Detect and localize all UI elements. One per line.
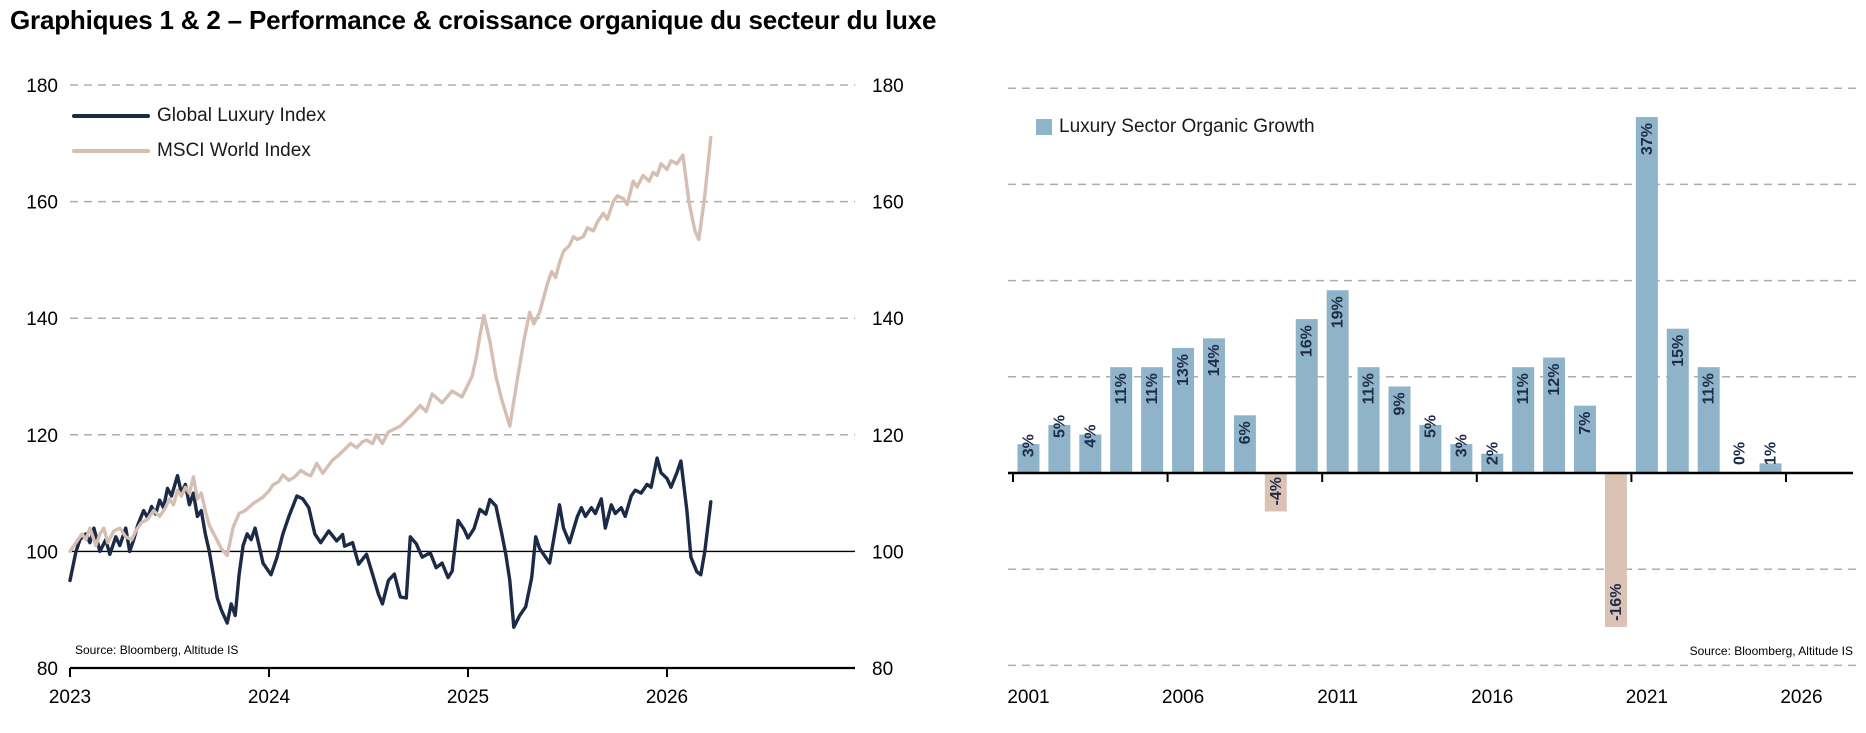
bar-value-label: 11% — [1515, 373, 1532, 404]
bar-value-label: 3% — [1020, 434, 1037, 457]
source-note-left: Source: Bloomberg, Altitude IS — [75, 643, 239, 657]
msci-world-index-line-swatch — [72, 148, 150, 153]
y-axis-label-right: 120 — [872, 426, 904, 447]
x-axis-label: 2001 — [1007, 687, 1049, 708]
page-title: Graphiques 1 & 2 – Performance & croissa… — [10, 5, 937, 35]
bar-value-label: 14% — [1206, 344, 1223, 376]
y-axis-label-left: 180 — [26, 76, 58, 97]
y-axis-label-left: 100 — [26, 542, 58, 563]
x-axis-label: 2023 — [49, 687, 91, 708]
bar-value-label: 11% — [1361, 373, 1378, 404]
y-axis-label-right: 80 — [872, 659, 893, 680]
bar-value-label: 11% — [1144, 373, 1161, 404]
bar-value-label: 15% — [1670, 335, 1687, 367]
x-axis-label: 2026 — [646, 687, 688, 708]
bar — [1759, 463, 1782, 473]
bar-chart-legend: Luxury Sector Organic Growth — [1036, 116, 1315, 138]
bar-value-label: 4% — [1082, 425, 1099, 448]
y-axis-label-left: 160 — [26, 193, 58, 214]
bar — [1141, 367, 1164, 473]
bar — [1079, 434, 1102, 473]
y-axis-label-right: 180 — [872, 76, 904, 97]
global-luxury-index-line-swatch — [72, 113, 150, 118]
x-axis-label: 2025 — [447, 687, 489, 708]
legend-item-global-luxury-index: Global Luxury Index — [72, 98, 326, 133]
y-axis-label-right: 140 — [872, 309, 904, 330]
bar — [1574, 405, 1597, 473]
bar — [1635, 117, 1658, 473]
bar-value-label: 6% — [1237, 421, 1254, 444]
x-axis-label: 2026 — [1780, 687, 1822, 708]
bar — [1357, 367, 1380, 473]
bar-value-label: 11% — [1701, 373, 1718, 404]
bar — [1388, 386, 1411, 473]
bar — [1666, 328, 1689, 473]
bar — [1048, 424, 1071, 473]
bar-value-label: 7% — [1577, 412, 1594, 435]
x-axis-label: 2016 — [1471, 687, 1513, 708]
line-chart-legend: Global Luxury Index MSCI World Index — [72, 98, 326, 168]
bar — [1604, 473, 1627, 627]
bar — [1512, 367, 1535, 473]
bar — [1110, 367, 1133, 473]
x-axis-label: 2024 — [248, 687, 291, 708]
bar — [1419, 424, 1442, 473]
bar — [1697, 367, 1720, 473]
bar — [1017, 444, 1040, 473]
y-axis-label-right: 100 — [872, 542, 904, 563]
x-axis-label: 2021 — [1626, 687, 1668, 708]
bar-value-label: 2% — [1484, 442, 1501, 465]
bar-value-label: 3% — [1453, 434, 1470, 457]
msci-world-index-line — [68, 135, 713, 558]
bar-value-label: 11% — [1113, 373, 1130, 404]
bar-value-label: 5% — [1051, 415, 1068, 438]
x-axis-label: 2006 — [1162, 687, 1204, 708]
x-axis-label: 2011 — [1317, 687, 1358, 708]
legend-label-organic-growth: Luxury Sector Organic Growth — [1059, 116, 1315, 137]
bar-value-label: 37% — [1639, 123, 1656, 155]
bar-value-label: 19% — [1330, 296, 1347, 328]
bar — [1543, 357, 1566, 473]
legend-label-msci-world-index: MSCI World Index — [157, 139, 311, 161]
bar-value-label: 1% — [1763, 442, 1780, 465]
bar-value-label: 16% — [1299, 325, 1316, 357]
bar-value-label: 0% — [1732, 442, 1749, 465]
bar — [1202, 338, 1225, 473]
bar — [1326, 290, 1349, 473]
bar-value-label: 5% — [1422, 415, 1439, 438]
bar — [1233, 415, 1256, 473]
bar-value-label: 9% — [1392, 392, 1409, 415]
legend-label-global-luxury-index: Global Luxury Index — [157, 104, 326, 126]
bar — [1450, 444, 1473, 473]
legend-item-msci-world-index: MSCI World Index — [72, 133, 326, 168]
bar — [1481, 453, 1504, 473]
y-axis-label-right: 160 — [872, 193, 904, 214]
organic-growth-bar-swatch — [1036, 119, 1052, 135]
y-axis-label-left: 140 — [26, 309, 58, 330]
bar — [1295, 319, 1318, 473]
global-luxury-index-line — [68, 456, 713, 629]
y-axis-label-left: 120 — [26, 426, 58, 447]
y-axis-label-left: 80 — [37, 659, 58, 680]
bar-value-label: -16% — [1608, 584, 1625, 621]
bar-value-label: -4% — [1268, 477, 1285, 505]
bar — [1264, 473, 1287, 512]
source-note-right: Source: Bloomberg, Altitude IS — [1689, 644, 1853, 658]
bar-value-label: 13% — [1175, 354, 1192, 386]
bar — [1172, 347, 1195, 473]
bar-value-label: 12% — [1546, 364, 1563, 396]
